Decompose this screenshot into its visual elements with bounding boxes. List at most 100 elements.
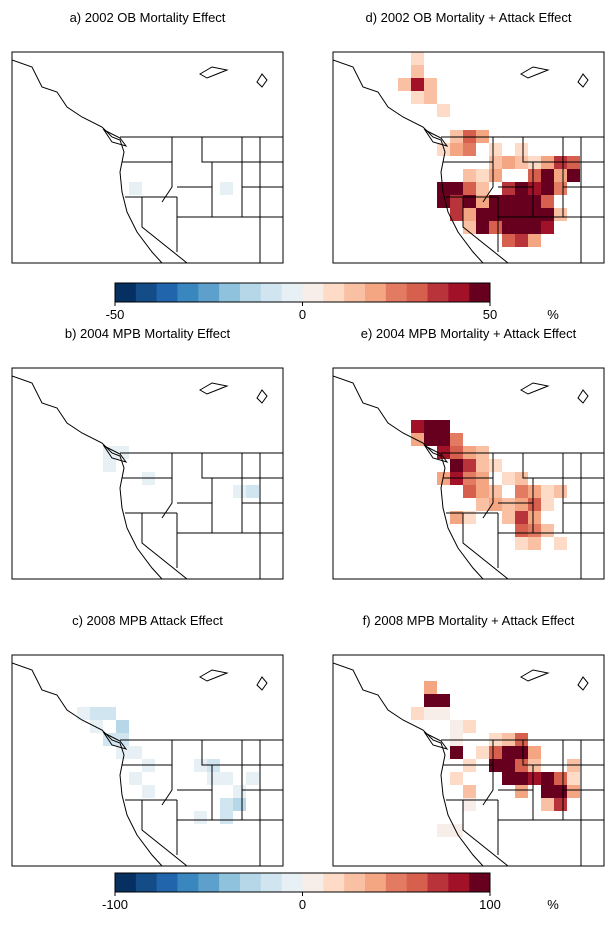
grid-cell bbox=[502, 156, 515, 169]
basemap bbox=[333, 662, 604, 866]
grid-cell bbox=[554, 798, 567, 811]
grid-cell bbox=[502, 221, 515, 234]
grid-cell bbox=[411, 65, 424, 78]
colorbar-segment bbox=[219, 873, 241, 892]
grid-cell bbox=[220, 182, 233, 195]
grid-cell bbox=[489, 746, 502, 759]
grid-cell bbox=[103, 459, 116, 472]
map-frame bbox=[332, 654, 605, 867]
grid-cell bbox=[502, 208, 515, 221]
grid-cell bbox=[194, 759, 207, 772]
grid-cell bbox=[103, 707, 116, 720]
basemap bbox=[12, 662, 283, 866]
grid-cell bbox=[515, 485, 528, 498]
grid-cell bbox=[450, 772, 463, 785]
colorbar-segment bbox=[281, 283, 303, 302]
grid-cell bbox=[528, 234, 541, 247]
grid-cell bbox=[398, 78, 411, 91]
grid-cell bbox=[437, 824, 450, 837]
grid-cell bbox=[541, 182, 554, 195]
grid-cell bbox=[515, 234, 528, 247]
grid-cell bbox=[489, 459, 502, 472]
colorbar-segment bbox=[344, 873, 366, 892]
colorbar-segment bbox=[365, 283, 387, 302]
grid-cell bbox=[515, 195, 528, 208]
grid-cell bbox=[554, 537, 567, 550]
colorbar-tick-label: 100 bbox=[479, 897, 501, 912]
grid-cell bbox=[90, 707, 103, 720]
grid-cell bbox=[246, 485, 259, 498]
colorbar-segment bbox=[115, 283, 137, 302]
grid-cell bbox=[554, 169, 567, 182]
colorbar-segment bbox=[469, 873, 491, 892]
map-content bbox=[333, 662, 604, 866]
grid-cell bbox=[541, 195, 554, 208]
grid-cell bbox=[502, 182, 515, 195]
colorbar-tick-label: -50 bbox=[106, 307, 125, 322]
colorbar-segment bbox=[302, 873, 324, 892]
grid-cell bbox=[567, 169, 580, 182]
grid-cell bbox=[437, 182, 450, 195]
grid-cell bbox=[515, 221, 528, 234]
grid-cell bbox=[515, 772, 528, 785]
grid-cell bbox=[450, 824, 463, 837]
grid-cell bbox=[424, 420, 437, 433]
grid-cell bbox=[476, 208, 489, 221]
grid-cell bbox=[450, 208, 463, 221]
colorbar-segment bbox=[323, 873, 345, 892]
colorbar-segment bbox=[260, 283, 282, 302]
map-frame bbox=[11, 654, 284, 867]
grid-cell bbox=[233, 798, 246, 811]
grid-cell bbox=[515, 785, 528, 798]
grid-cell bbox=[528, 498, 541, 511]
grid-cell bbox=[489, 169, 502, 182]
grid-cell bbox=[476, 221, 489, 234]
grid-cell bbox=[437, 104, 450, 117]
map-panel bbox=[11, 51, 284, 264]
grid-cell bbox=[450, 143, 463, 156]
map-panel bbox=[11, 654, 284, 867]
grid-cell bbox=[411, 91, 424, 104]
grid-cell bbox=[515, 498, 528, 511]
grid-cell bbox=[463, 221, 476, 234]
colorbar-segment bbox=[177, 283, 199, 302]
grid-cell bbox=[207, 772, 220, 785]
grid-cell bbox=[489, 156, 502, 169]
grid-cell bbox=[142, 785, 155, 798]
grid-cell bbox=[463, 511, 476, 524]
grid-cell bbox=[489, 195, 502, 208]
panel-title: d) 2002 OB Mortality + Attack Effect bbox=[365, 10, 571, 25]
grid-cell bbox=[528, 169, 541, 182]
basemap bbox=[12, 375, 283, 579]
grid-cell bbox=[541, 485, 554, 498]
map-frame bbox=[332, 367, 605, 580]
grid-cell bbox=[463, 485, 476, 498]
grid-cell bbox=[463, 459, 476, 472]
colorbar-segment bbox=[135, 283, 157, 302]
panel-title: e) 2004 MPB Mortality + Attack Effect bbox=[361, 326, 577, 341]
grid-cell bbox=[411, 433, 424, 446]
grid-cell bbox=[411, 52, 424, 65]
grid-cell bbox=[554, 182, 567, 195]
grid-cell bbox=[476, 182, 489, 195]
grid-cell bbox=[463, 195, 476, 208]
colorbar-tick-label: 50 bbox=[483, 307, 497, 322]
grid-cell bbox=[515, 472, 528, 485]
map-panel bbox=[332, 654, 605, 867]
grid-cell bbox=[541, 785, 554, 798]
grid-cell bbox=[554, 485, 567, 498]
grid-cell bbox=[554, 772, 567, 785]
grid-cell bbox=[77, 707, 90, 720]
colorbar-segment bbox=[115, 873, 137, 892]
colorbar-segment bbox=[156, 873, 178, 892]
grid-cell bbox=[437, 420, 450, 433]
colorbar-segment bbox=[240, 873, 262, 892]
grid-cell bbox=[116, 720, 129, 733]
map-content bbox=[12, 59, 283, 263]
grid-cell bbox=[502, 498, 515, 511]
colorbar-segment bbox=[448, 283, 470, 302]
colorbar-segment bbox=[469, 283, 491, 302]
grid-cell bbox=[437, 707, 450, 720]
grid-cell bbox=[424, 694, 437, 707]
colorbar-segment bbox=[385, 873, 407, 892]
